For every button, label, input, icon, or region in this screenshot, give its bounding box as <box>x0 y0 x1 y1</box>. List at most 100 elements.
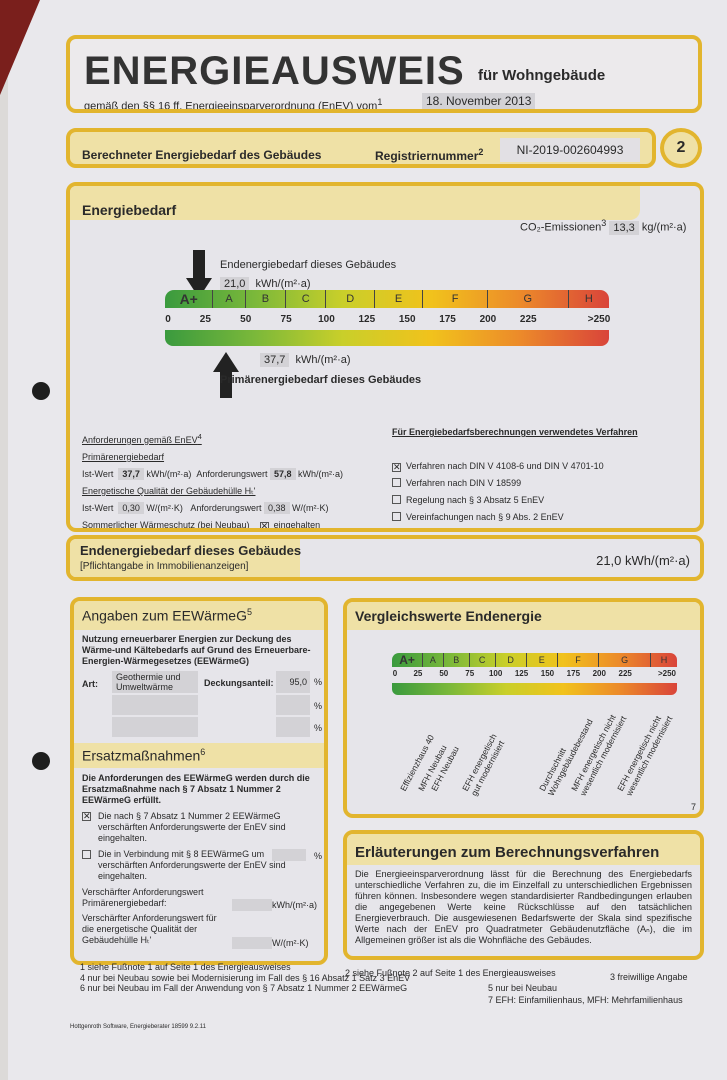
scale-class-C: C <box>286 290 327 308</box>
scale-class-E: E <box>527 653 558 667</box>
subheader-bar: Berechneter Energiebedarf des Gebäudes R… <box>66 128 656 168</box>
v2-label: Verschärfter Anforderungswert für die en… <box>82 913 217 945</box>
footnote-ref: 3 <box>601 218 607 228</box>
method-label: Regelung nach § 3 Absatz 5 EnEV <box>406 495 545 505</box>
ersatz-intro: Die Anforderungen des EEWärmeG werden du… <box>82 773 310 805</box>
deckung-empty-field <box>276 695 310 715</box>
method-item: ✕ Verfahren nach DIN V 4108-6 und DIN V 4… <box>392 458 638 475</box>
scale-tick-label: 125 <box>514 669 529 678</box>
scale-tick-label: 175 <box>566 669 581 678</box>
percent-sign: % <box>314 701 323 711</box>
percent-sign: % <box>314 677 323 687</box>
scale-class-D: D <box>496 653 527 667</box>
envelope-req-title: Energetische Qualität der Gebäudehülle H… <box>82 486 256 496</box>
energiebedarf-section: Energiebedarf CO₂-Emissionen3 13,3 kg/(m… <box>66 182 704 532</box>
v1-field <box>232 899 272 911</box>
summer-row: Sommerlicher Wärmeschutz (bei Neubau) ✕ e… <box>82 517 343 531</box>
unit: W/(m²·K) <box>146 503 183 513</box>
deckung-value: 95,0 <box>276 671 310 693</box>
eew-title: Angaben zum EEWärmeG5 <box>74 601 324 630</box>
page-subtitle: für Wohngebäude <box>478 67 606 84</box>
co2-unit: kg/(m²·a) <box>641 221 687 234</box>
scale-tick-label: 225 <box>618 669 632 678</box>
ist-label: Ist-Wert <box>82 469 114 479</box>
v1-label: Verschärfter Anforderungswert Primärener… <box>82 887 204 908</box>
scale-tick-label: 25 <box>199 314 211 325</box>
summary-note: [Pflichtangabe in Immobilienanzeigen] <box>80 561 249 572</box>
ersatz-option-1: ✕ Die nach § 7 Absatz 1 Nummer 2 EEWärmeG… <box>82 811 302 844</box>
scale-class-C: C <box>470 653 496 667</box>
footnote-4: 4 nur bei Neubau sowie bei Modernisierun… <box>80 973 411 983</box>
punch-hole <box>32 752 50 770</box>
ist-label: Ist-Wert <box>82 503 114 513</box>
envelope-req-row: Ist-Wert 0,30 W/(m²·K) Anforderungswert … <box>82 500 343 517</box>
checkbox-unchecked[interactable] <box>82 850 91 859</box>
checkbox-checked[interactable]: ✕ <box>392 462 401 472</box>
summary-title-text: Endenergiebedarf dieses Gebäudes <box>80 543 302 558</box>
envelope-ist-value: 0,30 <box>118 502 144 514</box>
legal-basis: gemäß den §§ 16 ff. Energieeinsparverord… <box>84 97 382 113</box>
legal-basis-text: gemäß den §§ 16 ff. Energieeinsparverord… <box>84 100 378 113</box>
scale-tick-label: 25 <box>413 669 423 678</box>
primary-req-title: Primärenergiebedarf <box>82 452 165 462</box>
endenergie-summary: Endenergiebedarf dieses Gebäudes [Pflicht… <box>66 535 704 581</box>
scale-tick-label: 50 <box>439 669 449 678</box>
co2-label: CO₂-Emissionen <box>520 221 602 234</box>
erl-text: Die Energieeinsparverordnung lässt für d… <box>355 869 692 945</box>
software-credit: Hottgenroth Software, Energieberater 185… <box>70 1024 206 1030</box>
endenergie-summary-title: Endenergiebedarf dieses Gebäudes [Pflicht… <box>70 539 302 577</box>
v2-field <box>232 937 272 949</box>
scale-class-E: E <box>375 290 424 308</box>
endenergie-arrow-icon <box>185 250 212 298</box>
scale-class-A+: A+ <box>392 653 424 667</box>
section-title: Energiebedarf <box>70 186 640 220</box>
method-label: Verfahren nach DIN V 4108-6 und DIN V 47… <box>406 461 604 471</box>
scale-class-G: G <box>488 290 569 308</box>
eew-title-text: Angaben zum EEWärmeG <box>82 607 247 624</box>
method-label: Vereinfachungen nach § 9 Abs. 2 EnEV <box>406 512 564 522</box>
scale-tick-label: 75 <box>280 314 292 325</box>
percent-field <box>272 849 306 861</box>
endenergie-value-row: 21,0 kWh/(m²·a) <box>220 277 311 291</box>
checkbox-checked[interactable]: ✕ <box>82 811 91 821</box>
footnote-1: 1 siehe Fußnote 1 auf Seite 1 des Energi… <box>80 962 291 972</box>
envelope-anf-value: 0,38 <box>263 502 290 514</box>
primary-ist-value: 37,7 <box>118 468 144 480</box>
anf-label: Anforderungswert <box>196 469 268 479</box>
date-field: 18. November 2013 <box>422 93 536 109</box>
co2-emissions: CO₂-Emissionen3 13,3 kg/(m²·a) <box>520 218 687 235</box>
endenergie-label: Endenergiebedarf dieses Gebäudes <box>220 259 397 271</box>
footnote-2: 2 siehe Fußnote 2 auf Seite 1 des Energi… <box>345 968 556 978</box>
co2-value: 13,3 <box>609 220 639 235</box>
scale-tick-label: 50 <box>240 314 252 325</box>
scale-tick-label: 225 <box>519 314 537 325</box>
scale-tick-label: 0 <box>165 314 171 325</box>
primaerenergie-label: Primärenergiebedarf dieses Gebäudes <box>220 374 422 386</box>
summer-value: eingehalten <box>273 520 321 530</box>
scale-tick-label: 100 <box>318 314 335 325</box>
footnote-ref: 2 <box>478 147 484 157</box>
method-item: Regelung nach § 3 Absatz 5 EnEV <box>392 492 638 509</box>
subheader-label: Berechneter Energiebedarf des Gebäudes <box>82 148 322 162</box>
scale-tick-label: 125 <box>358 314 376 325</box>
ersatz-title-text: Ersatzmaßnahmen <box>82 747 201 764</box>
checkbox-unchecked[interactable] <box>392 495 401 504</box>
checkbox-checked[interactable]: ✕ <box>259 521 269 531</box>
scale-tick-label: >250 <box>657 669 677 678</box>
checkbox-unchecked[interactable] <box>392 478 401 487</box>
requirements-block: Anforderungen gemäß EnEV4 Primärenergieb… <box>82 428 343 531</box>
endenergie-summary-value: 21,0 kWh/(m²·a) <box>596 553 690 568</box>
scale-class-bar: A+ A B C D E F G H <box>392 653 677 667</box>
scale-class-A: A <box>423 653 444 667</box>
page-number-badge: 2 <box>660 128 702 168</box>
scale-class-bar: A+ A B C D E F G H <box>165 290 609 308</box>
requirements-title-text: Anforderungen gemäß EnEV <box>82 435 198 445</box>
scale-tick-label: >250 <box>587 314 611 325</box>
registration-label: Registriernummer2 <box>375 147 483 163</box>
scale-class-B: B <box>444 653 470 667</box>
checkbox-unchecked[interactable] <box>392 512 401 521</box>
percent-sign: % <box>314 723 323 733</box>
unit: W/(m²·K) <box>292 503 329 513</box>
punch-hole <box>32 382 50 400</box>
comparison-scale: A+ A B C D E F G H 0 25 50 75 100 125 150 175 200 225 >250 E… <box>392 653 677 797</box>
